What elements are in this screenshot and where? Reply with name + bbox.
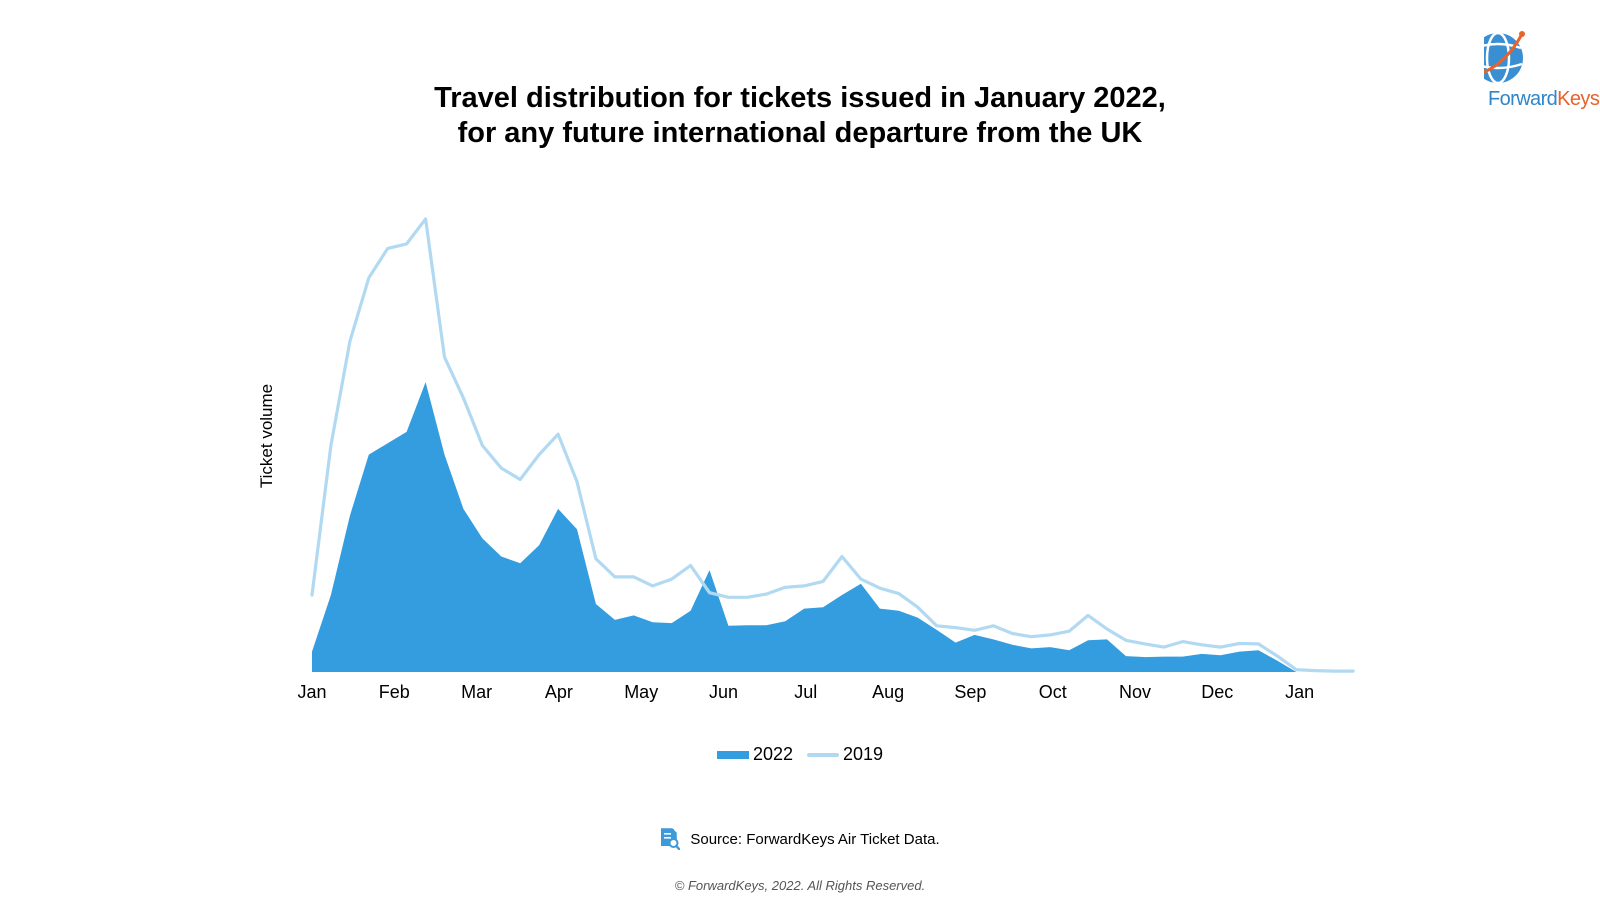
chart-title-line-1: Travel distribution for tickets issued i…	[434, 82, 1166, 114]
x-tick-label: Jun	[709, 682, 738, 702]
x-tick-label: Oct	[1039, 682, 1067, 702]
x-tick-label: Nov	[1119, 682, 1151, 702]
x-tick-label: Sep	[954, 682, 986, 702]
copyright-text: © ForwardKeys, 2022. All Rights Reserved…	[674, 878, 926, 893]
x-tick-label: Apr	[545, 682, 573, 702]
legend-label-2022: 2022	[752, 744, 793, 764]
x-tick-label: Dec	[1201, 682, 1233, 702]
forwardkeys-globe-logo-icon	[1484, 31, 1525, 85]
chart-title-line-2: for any future international departure f…	[457, 117, 1143, 149]
logo-text-forward: Forward	[1488, 88, 1558, 110]
series-2019-line	[310, 217, 1355, 673]
legend-swatch-2022	[716, 750, 749, 759]
legend-label-2019: 2019	[843, 744, 884, 764]
x-tick-label: May	[624, 682, 658, 702]
logo-text-keys: Keys	[1557, 88, 1600, 110]
legend-item-2019[interactable]: 2019	[807, 744, 883, 765]
x-tick-label: Jan	[1285, 682, 1314, 702]
x-axis-ticks: Jan Feb Mar Apr May Jun Jul Aug Sep Oct Nov Dec Jan	[297, 682, 1314, 702]
legend-item-2022[interactable]: 2022	[716, 744, 793, 765]
legend-swatch-2019	[807, 752, 839, 757]
chart-canvas: Jan Feb Mar Apr May Jun Jul Aug Sep Oct Nov Dec Jan …	[257, 217, 1355, 702]
forwardkeys-logo-text: ForwardKeys	[1488, 88, 1600, 111]
series-2022-area	[312, 382, 1354, 672]
chart-legend: 2022 2019	[0, 744, 1600, 765]
source-text: Source: ForwardKeys Air Ticket Data.	[690, 830, 940, 848]
x-tick-label: Mar	[461, 682, 492, 702]
x-tick-label: Jul	[794, 682, 817, 702]
document-search-icon	[661, 828, 681, 850]
x-tick-label: Feb	[379, 682, 410, 702]
x-tick-label: Aug	[872, 682, 904, 702]
y-axis-label: Ticket volume	[257, 384, 276, 488]
x-tick-label: Jan	[297, 682, 326, 702]
source-note: Source: ForwardKeys Air Ticket Data.	[0, 828, 1600, 850]
